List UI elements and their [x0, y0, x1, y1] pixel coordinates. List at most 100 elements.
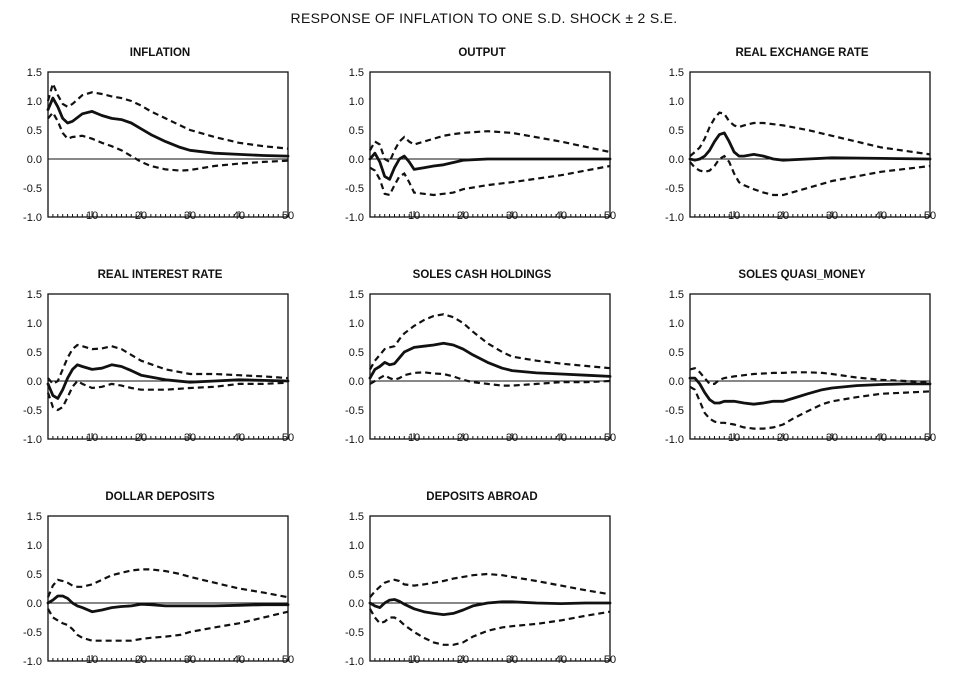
- y-tick-label: 0.0: [349, 376, 364, 388]
- lower-band-line: [369, 608, 611, 646]
- lower-band-line: [369, 371, 611, 387]
- y-tick-label: 0.5: [349, 125, 364, 137]
- panel-title: DOLLAR DEPOSITS: [105, 491, 215, 503]
- upper-band-line: [369, 313, 611, 370]
- lower-band-line: [47, 608, 289, 642]
- y-tick-label: 0.5: [27, 347, 42, 359]
- plot-frame: [47, 71, 289, 218]
- figure-title: RESPONSE OF INFLATION TO ONE S.D. SHOCK …: [290, 10, 678, 26]
- x-tick-label: 50: [282, 432, 294, 444]
- upper-band-line: [689, 366, 931, 386]
- irf-chart: INFLATION 1.5 1.0 0.5 0.0 -0.5 -1.0 10 20 30 40 50: [23, 47, 294, 224]
- lower-band-line: [689, 385, 931, 430]
- plot-frame: [369, 515, 611, 662]
- y-tick-label: -1.0: [345, 212, 364, 224]
- y-tick-label: -1.0: [345, 656, 364, 668]
- irf-chart: OUTPUT 1.5 1.0 0.5 0.0 -0.5 -1.0 10 20 30 40 50: [345, 47, 616, 224]
- x-tick-label: 30: [826, 210, 838, 222]
- y-tick-label: 1.0: [349, 318, 364, 330]
- irf-chart: DEPOSITS ABROAD 1.5 1.0 0.5 0.0 -0.5 -1.0 10 20 3…: [345, 491, 616, 668]
- x-tick-label: 40: [233, 654, 245, 666]
- y-tick-label: 1.0: [27, 96, 42, 108]
- x-tick-label: 40: [233, 432, 245, 444]
- irf-chart: REAL INTEREST RATE 1.5 1.0 0.5 0.0 -0.5 -1.0 10…: [23, 269, 294, 446]
- irf-panel: SOLES QUASI_MONEY 1.5 1.0 0.5 0.0 -0.5 -1.0 10 2…: [652, 262, 952, 462]
- plot-frame: [689, 293, 931, 440]
- x-tick-label: 40: [555, 654, 567, 666]
- response-line: [688, 376, 932, 406]
- response-line: [46, 363, 290, 400]
- y-tick-label: 1.5: [669, 289, 684, 301]
- x-tick-label: 50: [282, 210, 294, 222]
- plot-frame: [47, 515, 289, 662]
- y-tick-label: 1.5: [349, 511, 364, 523]
- x-tick-label: 40: [233, 210, 245, 222]
- y-tick-label: -0.5: [23, 405, 42, 417]
- y-tick-label: 0.0: [27, 376, 42, 388]
- x-tick-label: 30: [506, 432, 518, 444]
- irf-panel: DOLLAR DEPOSITS 1.5 1.0 0.5 0.0 -0.5 -1.0 10 20 3…: [10, 484, 310, 684]
- y-tick-label: 0.5: [349, 347, 364, 359]
- x-tick-label: 50: [282, 654, 294, 666]
- x-tick-label: 50: [924, 432, 936, 444]
- panel-title: INFLATION: [130, 47, 190, 59]
- panel-title: DEPOSITS ABROAD: [426, 491, 537, 503]
- y-tick-label: 0.5: [669, 347, 684, 359]
- irf-chart: SOLES CASH HOLDINGS 1.5 1.0 0.5 0.0 -0.5 -1.0 1…: [345, 269, 616, 446]
- x-tick-label: 30: [184, 654, 196, 666]
- upper-band-line: [369, 572, 611, 598]
- x-tick-label: 50: [604, 654, 616, 666]
- y-tick-label: -1.0: [665, 434, 684, 446]
- panel-title: REAL EXCHANGE RATE: [735, 47, 868, 59]
- y-tick-label: -1.0: [23, 434, 42, 446]
- y-tick-label: -1.0: [345, 434, 364, 446]
- x-tick-label: 20: [457, 210, 469, 222]
- irf-panel: REAL EXCHANGE RATE 1.5 1.0 0.5 0.0 -0.5 -1.0 10…: [652, 40, 952, 240]
- y-tick-label: 0.0: [27, 598, 42, 610]
- y-tick-label: 1.5: [669, 67, 684, 79]
- panel-title: OUTPUT: [458, 47, 505, 59]
- plot-frame: [369, 293, 611, 440]
- lower-band-line: [47, 110, 289, 172]
- x-tick-label: 10: [408, 210, 420, 222]
- x-tick-label: 40: [875, 432, 887, 444]
- x-tick-label: 50: [604, 210, 616, 222]
- upper-band-line: [46, 80, 289, 150]
- plot-frame: [689, 71, 931, 218]
- panel-title: SOLES QUASI_MONEY: [738, 269, 865, 281]
- y-tick-label: 1.5: [27, 511, 42, 523]
- x-tick-label: 50: [604, 432, 616, 444]
- plot-frame: [369, 71, 611, 218]
- x-tick-label: 10: [728, 210, 740, 222]
- y-tick-label: -0.5: [345, 627, 364, 639]
- y-tick-label: 1.0: [669, 96, 684, 108]
- y-tick-label: 1.5: [27, 67, 42, 79]
- x-tick-label: 30: [184, 432, 196, 444]
- plot-frame: [47, 293, 289, 440]
- irf-panel: SOLES CASH HOLDINGS 1.5 1.0 0.5 0.0 -0.5 -1.0 1…: [332, 262, 632, 462]
- x-tick-label: 40: [555, 432, 567, 444]
- lower-band-line: [369, 164, 611, 197]
- x-tick-label: 10: [408, 654, 420, 666]
- y-tick-label: -0.5: [345, 183, 364, 195]
- irf-panel: DEPOSITS ABROAD 1.5 1.0 0.5 0.0 -0.5 -1.0 10 20 3…: [332, 484, 632, 684]
- x-tick-label: 10: [408, 432, 420, 444]
- upper-band-line: [46, 568, 289, 599]
- y-tick-label: -1.0: [23, 212, 42, 224]
- x-tick-label: 50: [924, 210, 936, 222]
- y-tick-label: 1.0: [349, 96, 364, 108]
- lower-band-line: [46, 379, 289, 412]
- y-tick-label: 0.0: [349, 154, 364, 166]
- lower-band-line: [689, 154, 931, 197]
- panel-title: REAL INTEREST RATE: [98, 269, 223, 281]
- y-tick-label: 0.5: [27, 125, 42, 137]
- irf-panel: OUTPUT 1.5 1.0 0.5 0.0 -0.5 -1.0 10 20 30 40 50: [332, 40, 632, 240]
- x-tick-label: 20: [777, 432, 789, 444]
- x-tick-label: 20: [457, 654, 469, 666]
- x-tick-label: 30: [506, 654, 518, 666]
- y-tick-label: -0.5: [23, 627, 42, 639]
- irf-chart: DOLLAR DEPOSITS 1.5 1.0 0.5 0.0 -0.5 -1.0 10 20 3…: [23, 491, 294, 668]
- x-tick-label: 10: [86, 432, 98, 444]
- y-tick-label: 1.0: [27, 540, 42, 552]
- response-line: [688, 131, 932, 162]
